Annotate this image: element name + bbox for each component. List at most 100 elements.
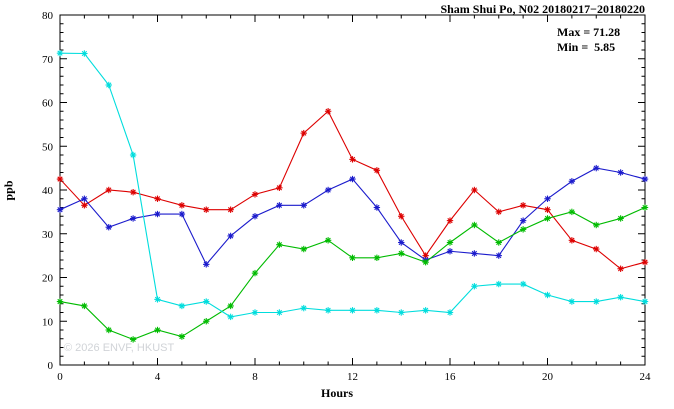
cyan-series-marker [446,309,454,316]
green-series-marker [56,298,64,305]
x-tick-label: 8 [252,371,258,383]
green-series-marker [81,302,88,310]
cyan-series-marker [544,291,551,299]
red-series-marker [349,156,356,163]
green-series-marker [373,254,381,262]
blue-series-marker [251,213,259,220]
x-tick-label: 20 [542,371,554,383]
y-axis-label: ppb [1,180,16,201]
red-series-marker [276,184,283,192]
y-tick-label: 10 [42,316,54,328]
green-series-marker [495,239,502,246]
green-series-marker [300,245,307,253]
x-tick-label: 0 [57,371,63,383]
cyan-series-marker [105,81,112,89]
cyan-series-marker [178,302,186,310]
blue-series-marker [81,195,88,202]
red-series-marker [398,213,405,220]
green-series-marker [568,208,576,216]
blue-series-marker [373,204,381,211]
cyan-series-marker [203,298,210,305]
blue-series-marker [276,202,283,209]
green-series-marker [105,326,112,334]
cyan-series-marker [251,309,259,316]
blue-series-marker [324,186,332,194]
red-series-marker [203,206,210,213]
green-series-marker [593,221,600,229]
blue-series-marker [349,175,356,183]
cyan-series-marker [227,313,234,321]
red-series-marker [129,188,137,196]
x-tick-label: 24 [640,371,652,383]
cyan-series-marker [81,50,88,57]
y-tick-label: 70 [42,54,54,66]
red-series-marker [227,206,234,213]
x-tick-label: 16 [445,371,457,383]
blue-series-marker [154,210,161,218]
cyan-series-marker [56,49,64,57]
watermark: © 2026 ENVF, HKUST [64,342,175,354]
blue-series-marker [300,202,307,209]
cyan-series-marker [568,298,576,305]
red-series-marker [519,202,527,209]
cyan-series-marker [300,304,307,312]
red-series-marker [544,206,551,213]
cyan-series-marker [324,307,332,314]
y-tick-label: 60 [42,98,54,110]
green-series-marker [544,215,551,222]
green-series-marker [251,269,259,277]
red-series-marker [324,108,332,115]
cyan-series-marker [495,280,502,288]
blue-series-marker [398,239,405,246]
blue-series-marker [471,250,478,257]
y-tick-label: 0 [48,360,54,372]
blue-series-marker [178,210,186,218]
cyan-series-marker [398,309,405,316]
cyan-series-line [59,52,646,318]
red-series-marker [154,195,161,202]
blue-series-marker [544,195,551,202]
red-series-marker [617,265,624,272]
x-axis-label: Hours [320,386,353,400]
blue-series-marker [129,215,137,222]
red-series-line [59,110,646,270]
green-series-marker [324,237,332,244]
green-series-marker [178,333,186,340]
y-tick-label: 30 [42,229,54,241]
y-tick-label: 40 [42,185,54,197]
blue-series-marker [203,261,210,268]
red-series-marker [593,245,600,253]
blue-series-marker [641,175,649,183]
red-series-marker [495,208,502,216]
cyan-series-marker [641,298,649,305]
green-series-line [59,206,646,340]
x-tick-label: 12 [347,371,358,383]
red-series-marker [300,129,307,137]
blue-series-marker [519,217,527,224]
y-tick-label: 80 [42,10,54,22]
x-tick-label: 4 [155,371,161,383]
cyan-series-marker [471,283,478,290]
cyan-series-marker [349,307,356,314]
green-series-marker [519,226,527,233]
green-series-marker [129,336,137,343]
green-series-marker [276,241,283,248]
blue-series-marker [56,206,64,213]
y-tick-label: 20 [42,273,54,285]
red-series-marker [56,175,64,183]
green-series-marker [349,254,356,262]
cyan-series-marker [154,296,161,303]
max-annotation: Max = 71.28 [557,25,621,39]
red-series-marker [568,237,576,244]
blue-series-marker [593,164,600,172]
cyan-series-marker [422,307,429,314]
cyan-series-marker [519,280,527,288]
blue-series-marker [617,169,624,176]
green-series-marker [641,204,649,211]
red-series-marker [471,186,478,194]
chart-title: Sham Shui Po, N02 20180217−20180220 [440,2,645,16]
cyan-series-marker [276,309,283,316]
green-series-marker [227,302,234,310]
blue-series-marker [568,178,576,185]
